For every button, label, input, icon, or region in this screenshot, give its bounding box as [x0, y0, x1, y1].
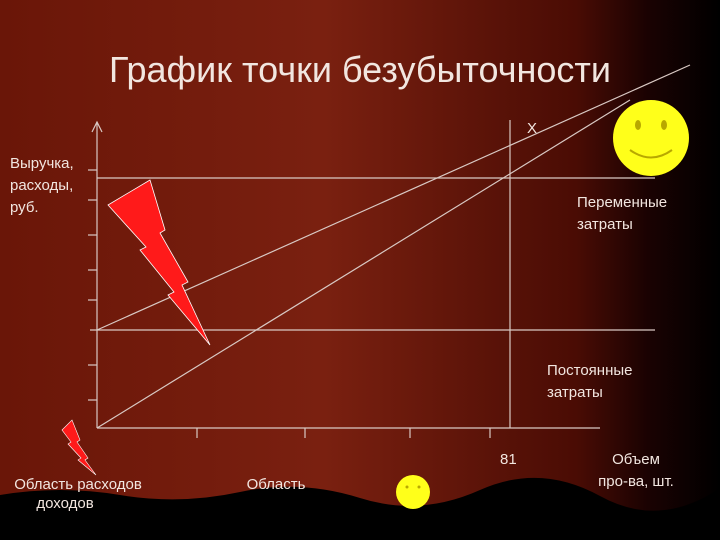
variable-costs-label: затраты: [577, 216, 633, 233]
loss-area-label: доходов: [36, 495, 93, 512]
revenue-line: [96, 99, 631, 429]
profit-area-label: Область: [247, 476, 306, 493]
smiley-small: [396, 475, 430, 509]
y-axis-label: Выручка,: [10, 155, 74, 172]
y-axis-label: руб.: [10, 199, 39, 216]
fixed-costs-label: затраты: [547, 384, 603, 401]
x-axis-label: про-ва, шт.: [598, 473, 674, 490]
x-axis-label: Объем: [612, 451, 660, 468]
y-axis-label: расходы,: [10, 177, 73, 194]
loss-area-label: Область расходов: [14, 476, 142, 493]
intersection-label: X: [527, 120, 537, 137]
variable-costs-label: Переменные: [577, 194, 667, 211]
lightning-small: [61, 419, 97, 476]
fixed-costs-label: Постоянные: [547, 362, 632, 379]
title: График точки безубыточности: [109, 49, 611, 90]
floor: [0, 477, 720, 540]
axes: [88, 64, 691, 438]
smiley: [613, 100, 689, 176]
y-arrow: [91, 120, 103, 133]
lightning: [107, 179, 211, 346]
break-even-volume: 81: [500, 451, 517, 468]
y-ticks: [88, 169, 97, 401]
x-ticks: [196, 428, 491, 438]
total-costs-line: [96, 64, 691, 331]
